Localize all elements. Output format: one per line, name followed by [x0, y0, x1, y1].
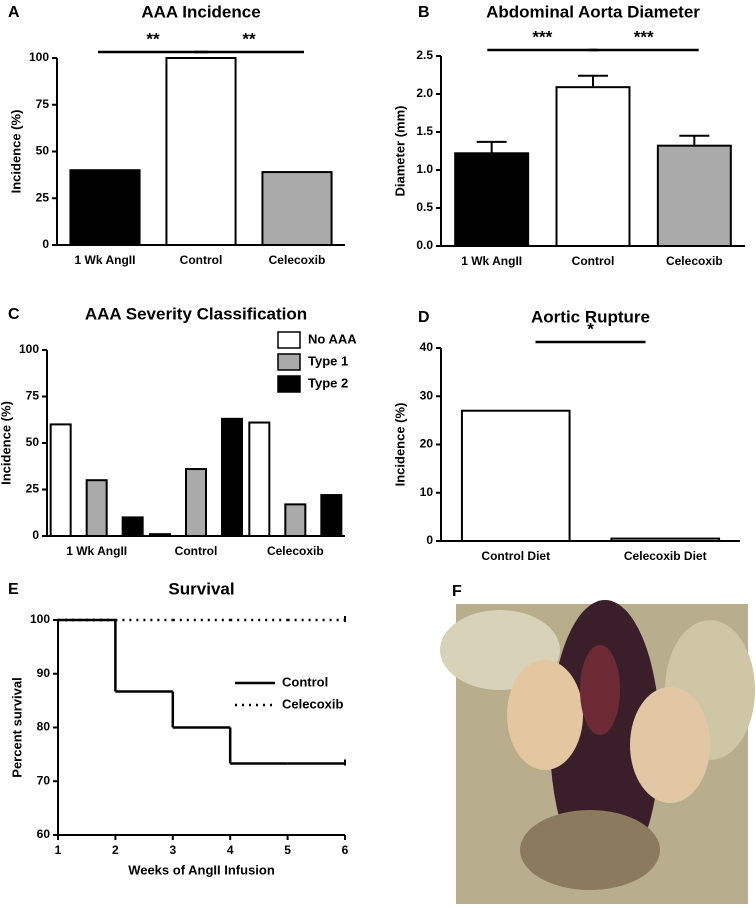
bar: [121, 516, 144, 538]
legend-label: Control: [282, 674, 328, 689]
bar: [454, 152, 530, 247]
y-tick-label: 0: [42, 237, 49, 251]
bar: [149, 533, 171, 538]
y-tick-label: 100: [29, 50, 49, 64]
x-tick-label: 1 Wk AngII: [461, 254, 522, 268]
legend-label: Type 1: [308, 353, 348, 368]
x-tick-label: 4: [227, 843, 234, 857]
photo-hematoma: [580, 645, 620, 735]
y-tick-label: 50: [26, 435, 40, 449]
chart-title: Survival: [168, 579, 234, 598]
significance-label: ***: [532, 27, 552, 46]
legend-label: Type 2: [308, 375, 348, 390]
x-tick-label: 1: [55, 843, 62, 857]
x-tick-label: 3: [169, 843, 176, 857]
y-tick-label: 75: [26, 389, 40, 403]
photo-kidney: [630, 687, 710, 803]
x-tick-label: Celecoxib: [269, 253, 326, 267]
x-tick-label: Control: [175, 544, 218, 558]
x-tick-label: Celecoxib: [267, 544, 324, 558]
y-tick-label: 0: [426, 533, 433, 547]
x-tick-label: 5: [284, 843, 291, 857]
x-tick-label: Control: [180, 253, 223, 267]
panel-letter: C: [8, 306, 20, 323]
y-tick-label: 25: [36, 190, 50, 204]
legend-swatch: [277, 353, 301, 371]
y-tick-label: 80: [37, 720, 51, 734]
bar: [610, 537, 721, 543]
x-tick-label: Celecoxib Diet: [624, 549, 707, 563]
chart-title: Aortic Rupture: [531, 307, 650, 326]
legend-swatch: [277, 375, 301, 393]
y-tick-label: 30: [420, 388, 434, 402]
bar: [49, 423, 72, 537]
photo-tissue: [520, 810, 660, 890]
photo-kidney: [507, 660, 583, 770]
x-tick-label: 1 Wk AngII: [75, 253, 136, 267]
x-tick-label: 6: [342, 843, 349, 857]
y-axis-label: Incidence (%): [392, 403, 407, 487]
significance-label: ***: [634, 27, 654, 46]
x-tick-label: Control: [572, 254, 615, 268]
panel-letter: B: [418, 4, 430, 21]
significance-label: **: [146, 29, 160, 48]
y-axis-label: Percent survival: [9, 677, 24, 777]
y-tick-label: 2.0: [416, 86, 433, 100]
y-tick-label: 2.5: [416, 48, 433, 62]
y-tick-label: 70: [37, 773, 51, 787]
legend-label: Celecoxib: [282, 696, 343, 711]
y-tick-label: 1.5: [416, 124, 433, 138]
chart-title: Abdominal Aorta Diameter: [486, 2, 700, 21]
bar: [555, 86, 631, 247]
y-axis-label: Diameter (mm): [392, 105, 407, 196]
y-tick-label: 100: [30, 612, 50, 626]
x-tick-label: Celecoxib: [666, 254, 723, 268]
significance-label: *: [587, 319, 594, 338]
panel-letter: E: [8, 581, 19, 598]
photo-hematoma: [550, 600, 660, 880]
bar: [185, 468, 207, 538]
y-tick-label: 0.0: [416, 238, 433, 252]
bar: [284, 503, 307, 538]
bar: [69, 169, 141, 246]
chart-title: AAA Severity Classification: [85, 304, 307, 323]
panel-letter: D: [418, 309, 430, 326]
bar: [261, 171, 333, 247]
y-tick-label: 10: [420, 485, 434, 499]
x-axis-label: Weeks of AngII Infusion: [128, 862, 275, 877]
panel-letter: A: [8, 4, 20, 21]
y-axis-label: Incidence (%): [0, 401, 13, 485]
y-tick-label: 100: [19, 342, 39, 356]
photo: [440, 600, 755, 904]
bar: [460, 409, 571, 542]
chart-title: AAA Incidence: [141, 2, 260, 21]
significance-label: **: [242, 29, 256, 48]
y-tick-label: 50: [36, 144, 50, 158]
panel-letter: F: [452, 583, 462, 600]
bar: [320, 494, 343, 537]
y-tick-label: 0: [32, 528, 39, 542]
y-tick-label: 60: [37, 827, 51, 841]
y-tick-label: 20: [420, 437, 434, 451]
y-tick-label: 90: [37, 666, 51, 680]
bar: [248, 421, 271, 538]
bar: [165, 57, 237, 246]
legend-label: No AAA: [308, 331, 357, 346]
bar: [85, 479, 108, 538]
x-tick-label: Control Diet: [481, 549, 550, 563]
x-tick-label: 2: [112, 843, 119, 857]
y-tick-label: 0.5: [416, 200, 433, 214]
bar: [221, 417, 243, 538]
y-tick-label: 75: [36, 97, 50, 111]
legend-swatch: [277, 331, 301, 349]
y-tick-label: 25: [26, 482, 40, 496]
y-axis-label: Incidence (%): [8, 110, 23, 194]
x-tick-label: 1 Wk AngII: [66, 544, 127, 558]
bar: [656, 144, 732, 247]
y-tick-label: 1.0: [416, 162, 433, 176]
y-tick-label: 40: [420, 340, 434, 354]
